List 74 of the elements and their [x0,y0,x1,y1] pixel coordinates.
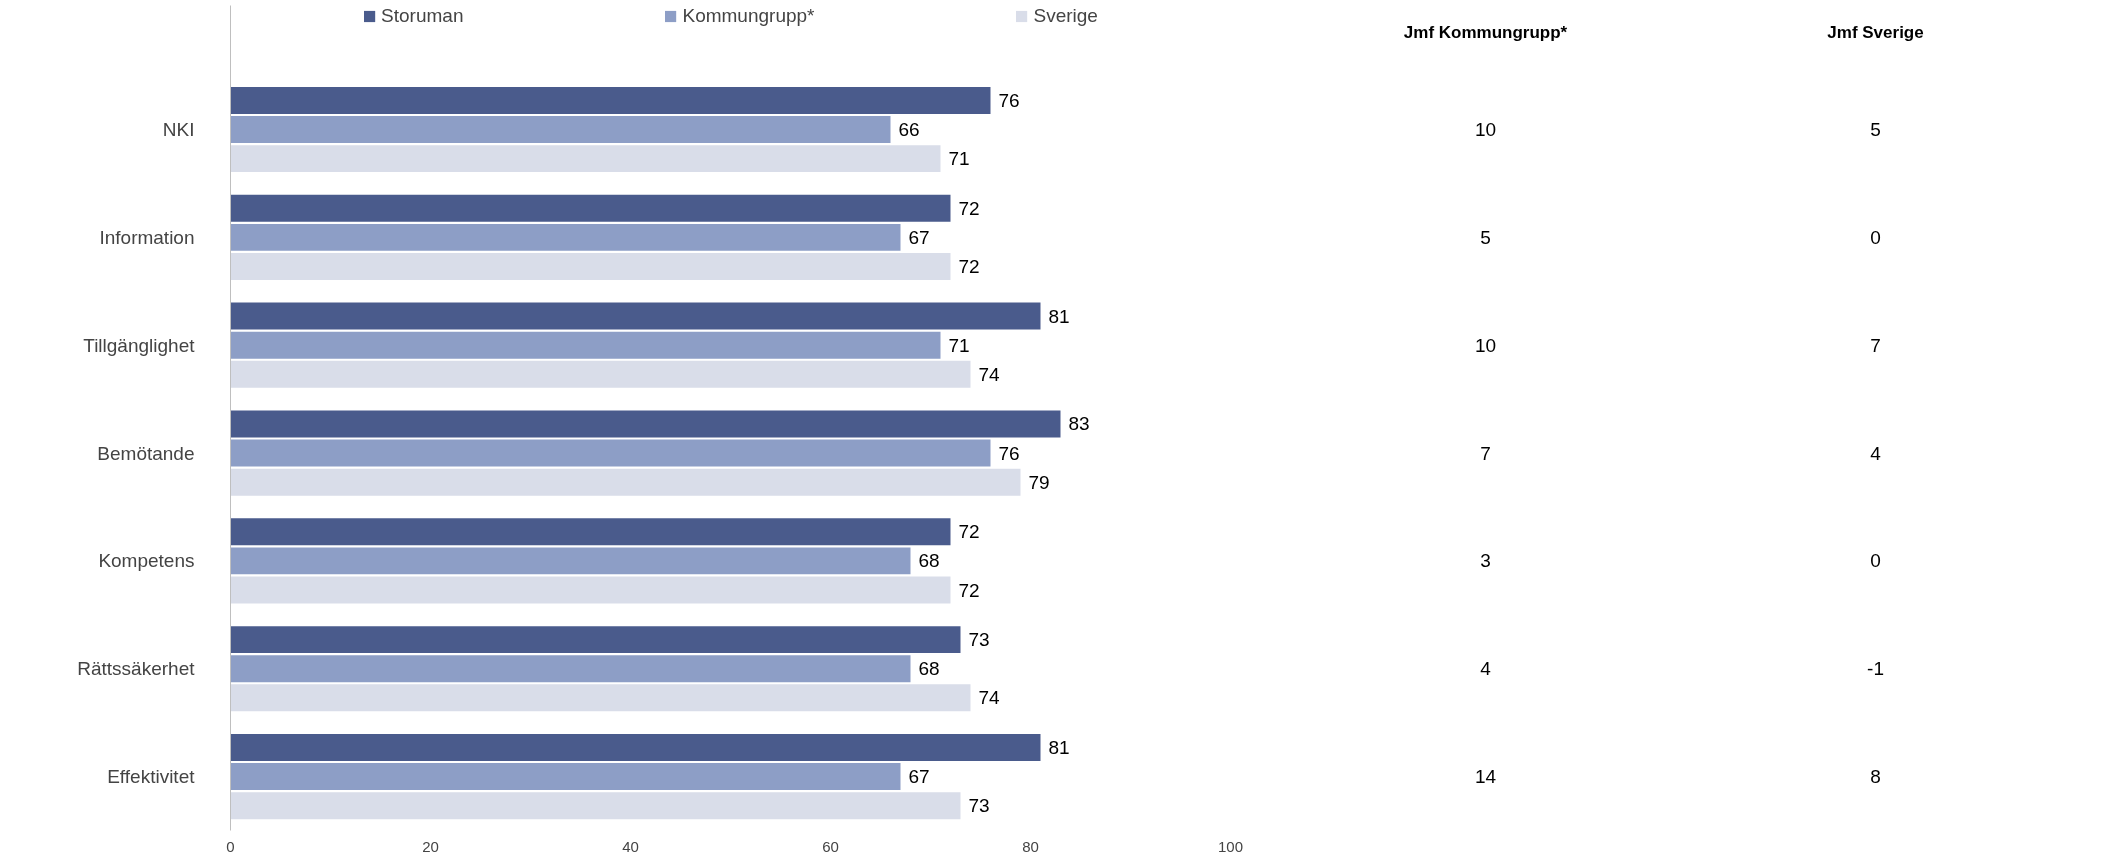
x-tick-label: 80 [1022,837,1039,855]
legend-label: Sverige [1033,5,1098,27]
text: 4 [1480,658,1492,680]
bar [230,547,911,575]
data-label: 67 [908,766,930,788]
text: 8 [1870,766,1881,788]
category-label: Jmf Kommungrupp* [1403,22,1568,42]
bar [230,223,901,251]
y-tick-label: Tillgänglighet [83,334,196,356]
category-label: Jmf Sverige [1827,22,1924,42]
data-label: 66 [898,119,920,141]
y-tick-label: NKI [162,119,195,141]
bar [230,763,901,791]
bar [230,733,1041,761]
bar [230,145,941,173]
data-label: 71 [948,334,970,356]
x-tick-label: 0 [226,837,235,855]
data-label: 79 [1028,471,1050,493]
text: 4 [1870,442,1882,464]
y-tick-label: Kompetens [98,550,195,572]
bar [230,468,1021,496]
data-label: 76 [998,89,1020,111]
bar [230,626,961,654]
y-tick-label: Bemötande [97,442,195,464]
data-label: 73 [968,795,990,817]
bar [230,410,1061,438]
text: 7 [1870,334,1881,356]
y-tick-label: Information [99,226,195,248]
bar [230,86,991,114]
text: 7 [1480,442,1491,464]
data-label: 67 [908,226,930,248]
bar [230,576,951,604]
y-tick-label: Effektivitet [107,766,196,788]
text: 14 [1474,766,1497,788]
bar [230,518,951,546]
text: 10 [1474,334,1497,356]
data-label: 68 [918,658,940,680]
data-label: 72 [958,255,980,277]
legend-label: Kommungrupp* [682,5,815,27]
bar [230,116,891,143]
text: 3 [1480,550,1491,572]
data-label: 83 [1068,413,1090,435]
x-tick-label: 60 [822,837,839,855]
data-label: 73 [968,629,990,651]
x-tick-label: 40 [622,837,639,855]
bar [230,792,961,820]
text: 5 [1480,226,1491,248]
data-label: 74 [978,687,1001,709]
x-tick-label: 20 [422,837,439,855]
legend-label: Storuman [381,5,464,27]
bar [230,253,951,280]
text: -1 [1867,658,1884,680]
text: 5 [1870,119,1881,141]
data-label: 72 [958,579,980,601]
bar [230,655,911,683]
bar [230,194,951,222]
data-label: 76 [998,442,1020,464]
bar [230,302,1041,330]
text: 0 [1870,550,1881,572]
data-label: 81 [1048,305,1070,327]
bar [230,331,941,359]
bar [230,684,971,712]
data-label: 74 [978,363,1001,385]
data-label: 71 [948,148,970,170]
bar [230,439,991,467]
text: 0 [1870,226,1881,248]
data-label: 72 [958,197,980,219]
x-tick-label: 100 [1217,837,1244,855]
text: 10 [1474,119,1497,141]
data-label: 81 [1048,736,1070,758]
bar [230,360,971,388]
y-tick-label: Rättssäkerhet [77,658,196,680]
data-label: 68 [918,550,940,572]
data-label: 72 [958,521,980,543]
